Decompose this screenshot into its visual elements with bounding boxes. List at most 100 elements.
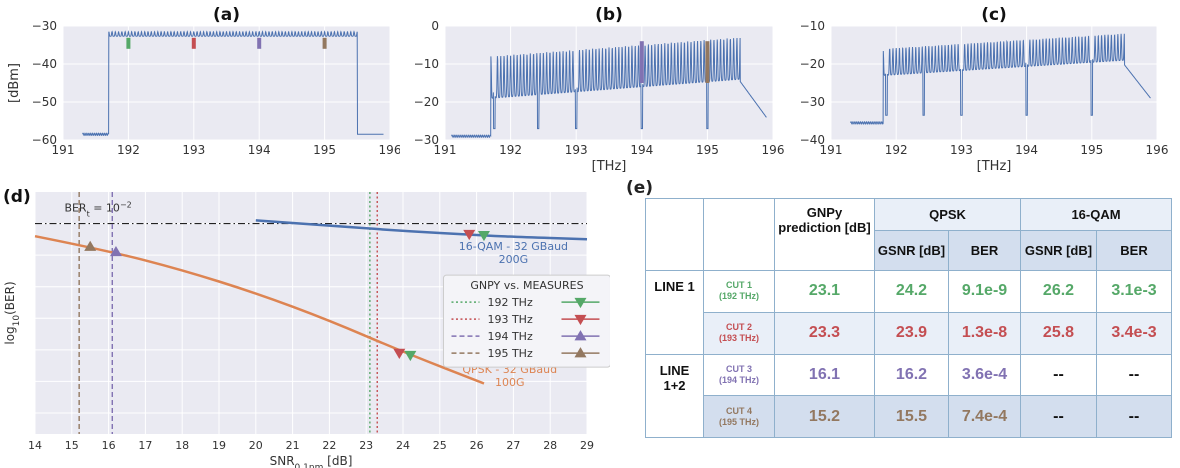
x-tick-label: 192 — [117, 143, 140, 157]
gnpy-value: 15.2 — [774, 395, 875, 438]
x-tick-label: 16 — [102, 439, 116, 452]
channel-highlight — [126, 37, 131, 49]
data-marker — [84, 240, 97, 251]
series-label: 100G — [495, 376, 525, 389]
x-tick-label: 26 — [470, 439, 484, 452]
x-tick-label: 195 — [1080, 143, 1103, 157]
header-qpsk-ber: BER — [948, 230, 1021, 271]
channel-highlight — [322, 37, 327, 49]
x-tick-label: 14 — [28, 439, 42, 452]
legend-label: 192 THz — [487, 296, 532, 309]
x-tick-label: 17 — [138, 439, 152, 452]
x-tick-label: 196 — [379, 143, 400, 157]
qpsk-ber-value: 9.1e-9 — [948, 270, 1021, 313]
x-tick-label: 195 — [696, 143, 719, 157]
y-tick-label: −50 — [32, 95, 57, 109]
channel-highlight — [257, 37, 262, 49]
line-label: LINE 1 — [645, 270, 704, 355]
qam-gsnr-value: -- — [1020, 395, 1097, 438]
chart-a: 191 192 193 194 195 196 −30 −40 −50 −60 (a) [dBm] — [7, 5, 400, 157]
qam-gsnr-value: -- — [1020, 353, 1097, 397]
qam-gsnr-value: 26.2 — [1020, 270, 1097, 313]
x-tick-label: 18 — [175, 439, 189, 452]
panel-title: (c) — [981, 5, 1007, 25]
x-tick-label: 196 — [1146, 143, 1169, 157]
data-marker — [463, 229, 476, 241]
data-marker — [393, 348, 406, 359]
qpsk-gsnr-value: 15.5 — [874, 395, 949, 438]
series-label: 200G — [499, 253, 529, 266]
y-tick-label: −40 — [32, 57, 57, 71]
chart-d: 14 15 16 17 18 19 20 21 22 23 24 25 26 27 28 29(d)BERt … — [3, 187, 610, 468]
cut-label: CUT 4 (195 THz) — [703, 395, 775, 438]
panel-title: (a) — [213, 5, 240, 25]
table-row: LINE 1+2 CUT 3 (194 THz) 16.1 16.2 3.6e-4… — [645, 353, 1172, 438]
spectrum-line — [451, 37, 767, 138]
qam-ber-value: 3.1e-3 — [1096, 270, 1172, 313]
spectrum-line — [82, 30, 384, 137]
channel-highlight — [639, 41, 644, 83]
y-tick-label: −20 — [414, 95, 439, 109]
chart-b: 191 192 193 194 195 196 0 −10 −20 −30 (b) [THz] — [414, 5, 785, 174]
x-tick-label: 191 — [434, 143, 457, 157]
legend-marker — [574, 330, 587, 341]
channel-highlight — [705, 41, 710, 83]
qpsk-ber-value: 1.3e-8 — [948, 311, 1021, 355]
qpsk-gsnr-value: 24.2 — [874, 270, 949, 313]
series-line — [255, 219, 588, 241]
y-axis-label: [dBm] — [7, 63, 22, 103]
qpsk-ber-value: 7.4e-4 — [948, 395, 1021, 438]
gnpy-value: 16.1 — [774, 353, 875, 397]
results-table: GNPy prediction [dB] QPSK 16-QAM GSNR [d… — [645, 198, 1172, 438]
header-gnpy: GNPy prediction [dB] — [774, 198, 875, 271]
legend-title: GNPY vs. MEASURES — [470, 279, 583, 292]
x-tick-label: 196 — [762, 143, 785, 157]
plot-area — [63, 26, 390, 140]
x-axis-label: SNR0,1nm [dB] — [270, 454, 353, 468]
qam-ber-value: 3.4e-3 — [1096, 311, 1172, 355]
channel-highlight — [191, 37, 196, 49]
legend-marker — [574, 297, 587, 309]
table-row: LINE 1 CUT 1 (192 THz) 23.1 24.2 9.1e-9 2… — [645, 270, 1172, 355]
header-16qam: 16-QAM — [1020, 198, 1172, 231]
corner-cell-1 — [645, 198, 704, 271]
qpsk-gsnr-value: 23.9 — [874, 311, 949, 355]
x-tick-label: 195 — [313, 143, 336, 157]
header-16qam-ber: BER — [1096, 230, 1172, 271]
panel-title: (b) — [595, 5, 623, 25]
cut-label: CUT 3 (194 THz) — [703, 353, 775, 397]
legend-marker — [574, 314, 587, 326]
y-tick-label: −30 — [32, 19, 57, 33]
table-row: CUT 4 (195 THz) 15.2 15.5 7.4e-4 -- -- — [645, 395, 1172, 438]
legend-box — [442, 274, 610, 368]
data-marker — [477, 230, 490, 242]
x-tick-label: 193 — [565, 143, 588, 157]
x-tick-label: 19 — [212, 439, 226, 452]
x-tick-label: 24 — [396, 439, 410, 452]
panel-title: (d) — [3, 187, 31, 207]
qam-ber-value: -- — [1096, 353, 1172, 397]
data-marker — [404, 350, 417, 362]
legend-marker — [574, 347, 587, 358]
x-tick-label: 29 — [580, 439, 594, 452]
qpsk-ber-value: 3.6e-4 — [948, 353, 1021, 397]
chart-c: 191 192 193 194 195 196 −10 −20 −30 −40 (c) [THz] — [800, 5, 1169, 174]
cut-label: CUT 1 (192 THz) — [703, 270, 775, 313]
qam-gsnr-value: 25.8 — [1020, 311, 1097, 355]
legend-label: 194 THz — [487, 330, 532, 343]
x-tick-label: 191 — [820, 143, 843, 157]
results-table-panel: GNPy prediction [dB] QPSK 16-QAM GSNR [d… — [645, 198, 1172, 438]
y-tick-label: −10 — [800, 19, 825, 33]
x-tick-label: 194 — [248, 143, 271, 157]
legend-label: 195 THz — [487, 347, 532, 360]
spectrum-line — [850, 33, 1151, 125]
x-tick-label: 28 — [543, 439, 557, 452]
x-tick-label: 25 — [433, 439, 447, 452]
corner-cell-2 — [703, 198, 775, 271]
y-tick-label: −30 — [800, 95, 825, 109]
y-tick-label: −60 — [32, 133, 57, 147]
x-tick-label: 15 — [65, 439, 79, 452]
x-tick-label: 27 — [506, 439, 520, 452]
x-axis-label: [THz] — [977, 159, 1012, 174]
gnpy-value: 23.3 — [774, 311, 875, 355]
